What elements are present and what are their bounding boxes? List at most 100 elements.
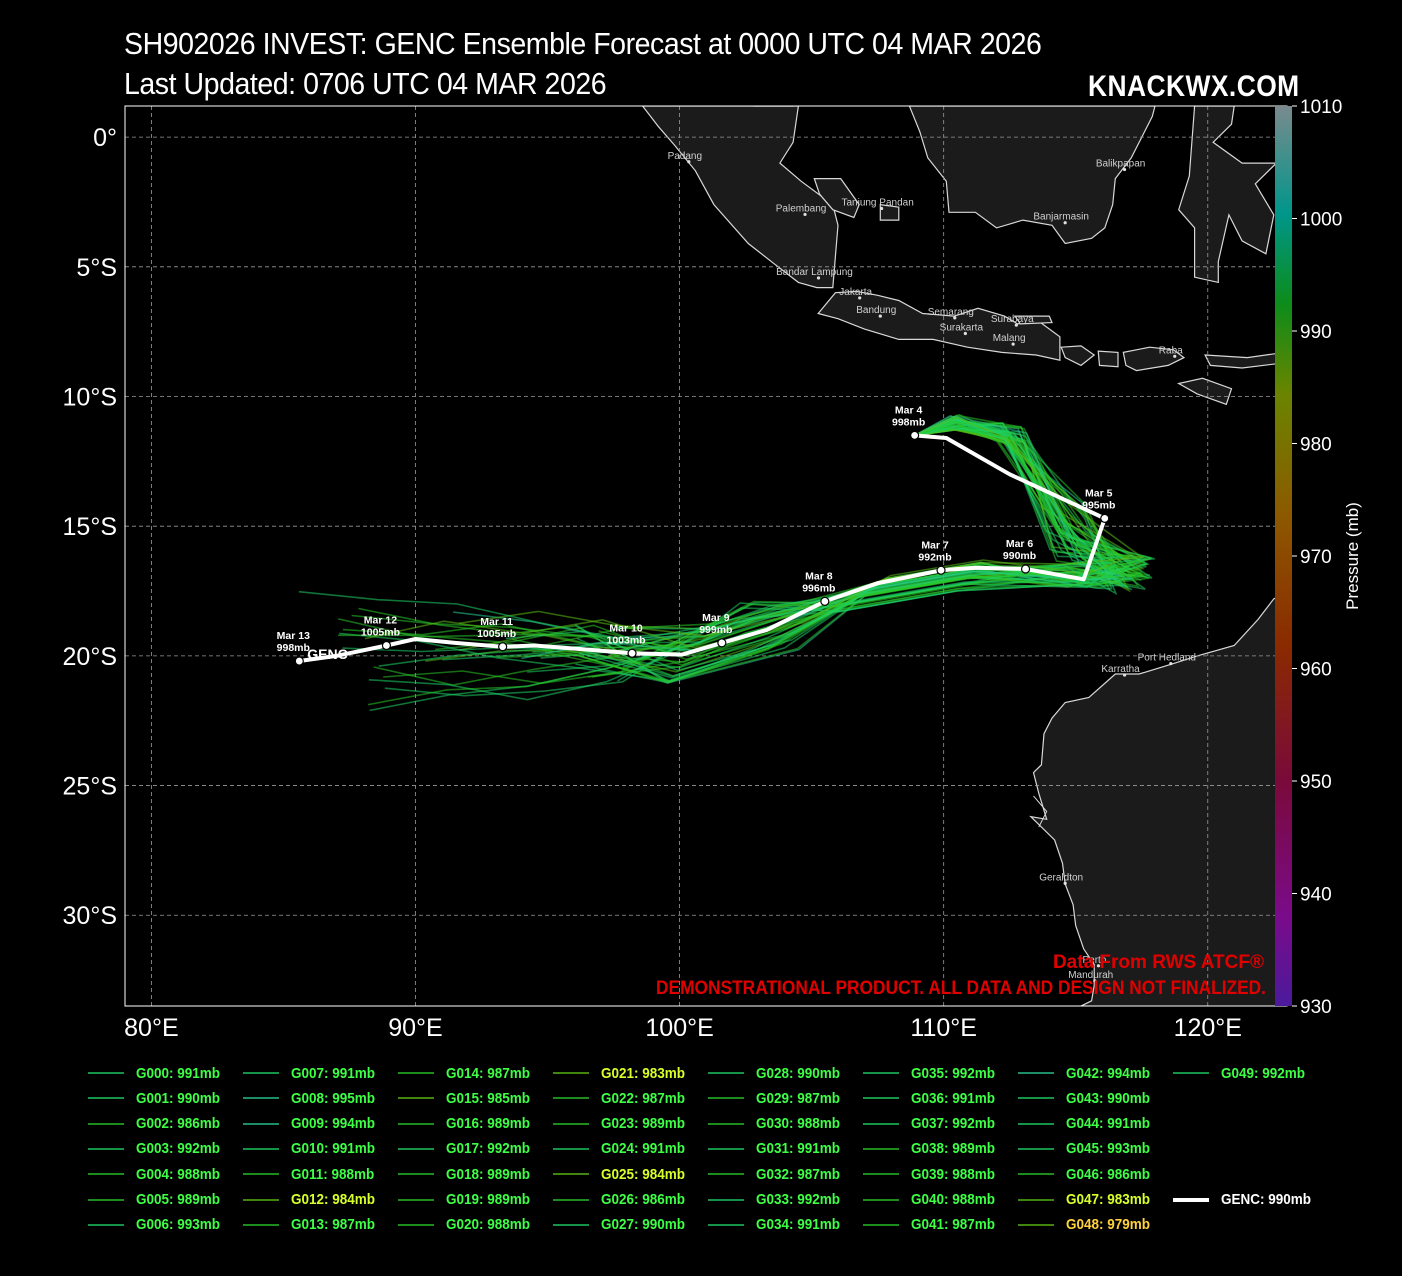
legend-item-g041: G041: 987mb <box>863 1214 1004 1236</box>
city-label-16: Geraldton <box>1039 872 1083 883</box>
legend-swatch <box>863 1198 899 1201</box>
genc-pressure-label-4: 996mb <box>802 582 835 594</box>
legend-item-g009: G009: 994mb <box>243 1113 384 1135</box>
legend-label: G045: 993mb <box>1066 1140 1151 1158</box>
city-label-5: Balikpapan <box>1096 159 1145 170</box>
legend-item-g028: G028: 990mb <box>708 1062 849 1084</box>
legend-item-g045: G045: 993mb <box>1018 1138 1159 1160</box>
city-label-6: Bandar Lampung <box>776 267 853 278</box>
legend-label: G000: 991mb <box>136 1064 221 1082</box>
belitung-island <box>879 203 900 221</box>
legend-item-g035: G035: 992mb <box>863 1062 1004 1084</box>
genc-pressure-label-6: 1003mb <box>606 634 645 646</box>
city-label-13: Raba <box>1159 345 1183 356</box>
legend-item-g038: G038: 989mb <box>863 1138 1004 1160</box>
city-label-7: Jakarta <box>839 287 872 298</box>
legend-label: G042: 994mb <box>1066 1064 1151 1082</box>
legend-swatch <box>88 1122 124 1125</box>
legend-swatch <box>863 1122 899 1125</box>
legend-item-g049: G049: 992mb <box>1173 1062 1314 1084</box>
legend-swatch <box>1018 1072 1054 1074</box>
lon-tick-label-4: 120°E <box>1174 1014 1242 1042</box>
legend-swatch <box>398 1072 434 1074</box>
legend-item-g010: G010: 991mb <box>243 1138 384 1160</box>
genc-day-marker-0 <box>910 430 920 440</box>
legend-swatch <box>553 1147 589 1150</box>
lat-tick-label-5: 25°S <box>63 773 117 801</box>
city-label-3: Tanjung Pandan <box>841 197 913 208</box>
legend-label: G040: 988mb <box>911 1191 996 1208</box>
legend-swatch <box>708 1173 744 1176</box>
colorbar-tick-label-8: 930 <box>1300 997 1332 1018</box>
colorbar-tick-label-0: 1010 <box>1300 97 1342 118</box>
legend-item-g026: G026: 986mb <box>553 1189 694 1211</box>
legend-label: G021: 983mb <box>601 1064 686 1082</box>
legend-swatch <box>1018 1097 1054 1100</box>
shark-bay-coast <box>1033 795 1048 828</box>
legend-item-g029: G029: 987mb <box>708 1087 849 1109</box>
sumatra-landmass <box>641 106 839 289</box>
legend-swatch <box>243 1198 279 1201</box>
city-label-0: Singapore <box>753 92 799 103</box>
genc-day-marker-6 <box>627 648 637 658</box>
legend-item-g001: G001: 990mb <box>88 1087 229 1109</box>
legend-swatch <box>1173 1197 1209 1202</box>
lon-tick-label-2: 100°E <box>645 1014 713 1042</box>
legend-swatch <box>1018 1198 1054 1201</box>
legend-swatch <box>708 1198 744 1201</box>
colorbar-tick-label-4: 970 <box>1300 547 1332 568</box>
genc-track-line <box>299 433 1107 663</box>
genc-date-label-3: Mar 7 <box>921 539 949 551</box>
legend-label: G006: 993mb <box>136 1216 221 1234</box>
legend-item-g015: G015: 985mb <box>398 1087 539 1109</box>
genc-date-label-5: Mar 9 <box>702 612 730 624</box>
legend-item-g034: G034: 991mb <box>708 1214 849 1236</box>
legend-swatch <box>1018 1147 1054 1150</box>
legend-label: G043: 990mb <box>1066 1089 1151 1107</box>
legend-label: G011: 988mb <box>291 1165 375 1183</box>
legend-label: G023: 989mb <box>601 1115 686 1133</box>
legend-item-g027: G027: 990mb <box>553 1214 694 1236</box>
city-label-15: Karratha <box>1101 664 1140 675</box>
legend-item-g044: G044: 991mb <box>1018 1113 1159 1135</box>
legend-swatch <box>553 1173 589 1176</box>
legend-label: G010: 991mb <box>291 1140 376 1158</box>
brand-logo: KNACKWX.COM <box>1088 70 1300 103</box>
colorbar-tick-label-5: 960 <box>1300 660 1332 681</box>
legend-swatch <box>243 1072 279 1074</box>
legend-item-g024: G024: 991mb <box>553 1138 694 1160</box>
sulawesi-landmass <box>1178 106 1278 284</box>
legend-swatch <box>1018 1122 1054 1125</box>
legend-item-g008: G008: 995mb <box>243 1087 384 1109</box>
legend-swatch <box>398 1147 434 1150</box>
city-dot-13 <box>1173 354 1177 358</box>
legend-item-g021: G021: 983mb <box>553 1062 694 1084</box>
data-source-notice: Data From RWS ATCF® <box>1053 952 1264 973</box>
city-dot-18 <box>1093 979 1097 983</box>
lon-tick-label-3: 110°E <box>910 1014 977 1042</box>
legend-swatch <box>88 1223 124 1226</box>
legend-swatch <box>243 1173 279 1176</box>
city-label-2: Palembang <box>776 203 827 214</box>
legend-label: G009: 994mb <box>291 1115 376 1133</box>
legend-item-genc: GENC: 990mb <box>1173 1189 1321 1211</box>
genc-day-marker-8 <box>381 640 392 651</box>
city-dot-3 <box>880 206 884 211</box>
colorbar-tick-label-7: 940 <box>1300 885 1332 906</box>
legend-label: G007: 991mb <box>291 1064 376 1082</box>
city-dot-5 <box>1122 167 1127 172</box>
legend-label: G028: 990mb <box>756 1064 841 1082</box>
legend-label: G033: 992mb <box>756 1191 841 1208</box>
legend-swatch <box>863 1097 899 1100</box>
legend-item-g030: G030: 988mb <box>708 1113 849 1135</box>
legend-label: GENC: 990mb <box>1221 1191 1312 1208</box>
legend-item-g013: G013: 987mb <box>243 1214 384 1236</box>
legend-item-g007: G007: 991mb <box>243 1062 384 1084</box>
legend-swatch <box>398 1097 434 1100</box>
legend-swatch <box>863 1223 899 1226</box>
legend-item-g003: G003: 992mb <box>88 1138 229 1160</box>
genc-pressure-label-9: 998mb <box>277 642 310 654</box>
legend-swatch <box>243 1147 279 1150</box>
city-label-10: Surakarta <box>940 322 984 333</box>
